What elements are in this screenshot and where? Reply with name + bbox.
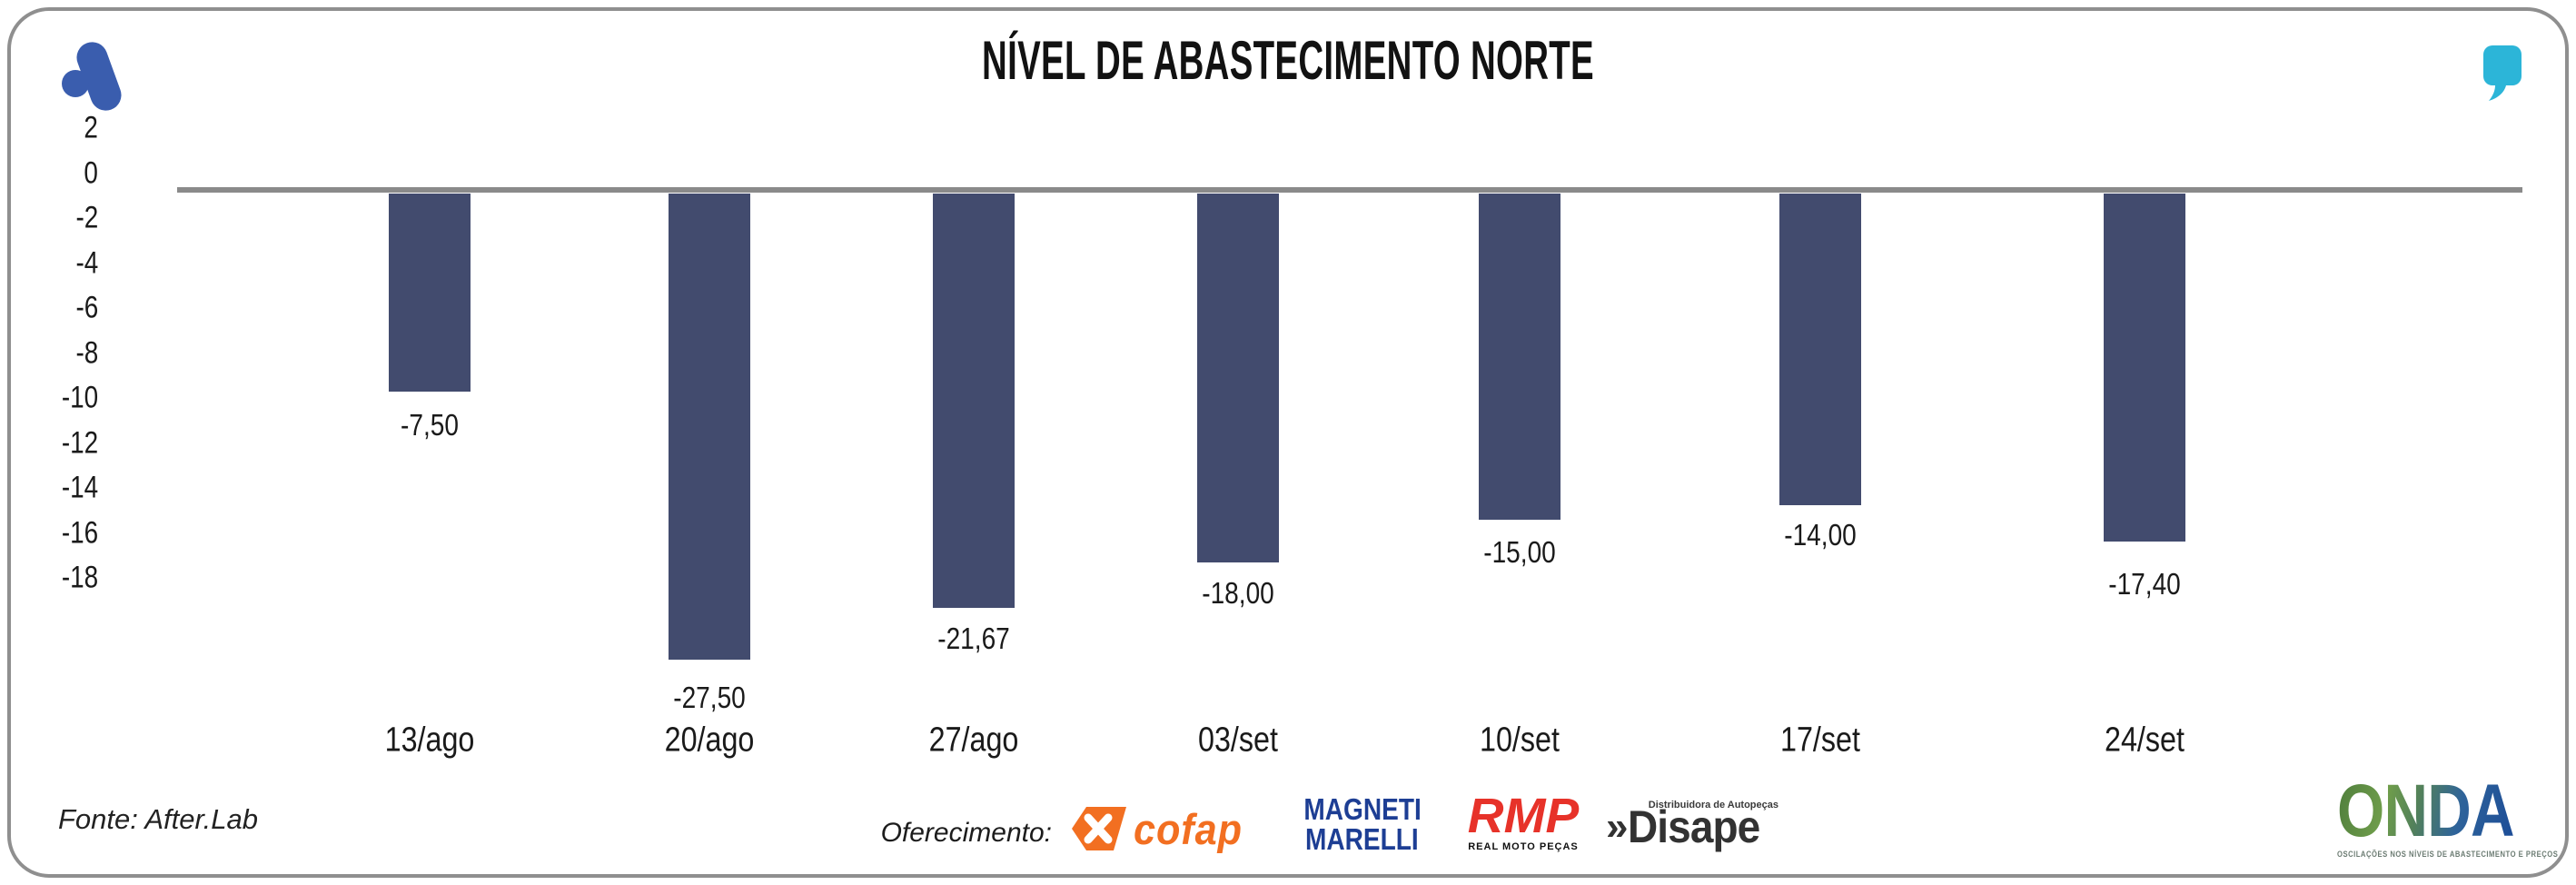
magneti-line1: MAGNETI xyxy=(1303,792,1422,826)
bar-17/set xyxy=(1779,194,1861,505)
x-axis-label: 27/ago xyxy=(928,721,1019,760)
x-axis-label: 24/set xyxy=(2104,721,2185,760)
x-axis-label: 13/ago xyxy=(384,721,475,760)
bar-24/set xyxy=(2104,194,2185,542)
cofap-logo: cofap xyxy=(1072,801,1252,856)
cofap-arrow-icon xyxy=(1072,807,1126,850)
y-axis-tick-label: -2 xyxy=(75,200,98,235)
y-axis-tick-label: -12 xyxy=(61,425,98,460)
bar-value-label: -14,00 xyxy=(1784,518,1857,552)
disape-chevrons-icon: » xyxy=(1606,804,1629,849)
source-note: Fonte: After.Lab xyxy=(58,803,258,835)
rmp-subtitle: REAL MOTO PEÇAS xyxy=(1468,841,1579,852)
y-axis-tick-label: -4 xyxy=(75,245,98,280)
bar-value-label: -18,00 xyxy=(1202,576,1274,610)
y-axis-tick-label: 0 xyxy=(84,155,98,190)
bar-value-label: -17,40 xyxy=(2108,567,2181,601)
y-axis-tick-label: -16 xyxy=(61,515,98,550)
x-axis-label: 10/set xyxy=(1479,721,1560,760)
disape-wordmark: Disape xyxy=(1628,801,1760,852)
bar-value-label: -7,50 xyxy=(401,408,459,442)
rmp-wordmark: RMP xyxy=(1467,789,1580,843)
onda-wordmark: ONDA xyxy=(2337,770,2515,852)
bar-value-label: -27,50 xyxy=(673,681,746,714)
y-axis-tick-label: -10 xyxy=(61,380,98,415)
bar-03/set xyxy=(1197,194,1279,562)
quote-icon xyxy=(2483,45,2522,101)
x-axis-label: 20/ago xyxy=(664,721,755,760)
y-axis-tick-label: -18 xyxy=(61,560,98,595)
afterlab-brand-icon xyxy=(56,37,126,115)
onda-tagline: OSCILAÇÕES NOS NÍVEIS DE ABASTECIMENTO E… xyxy=(2337,850,2559,859)
bar-value-label: -15,00 xyxy=(1483,535,1556,569)
y-axis-tick-label: -6 xyxy=(75,290,98,325)
bar-13/ago xyxy=(389,194,471,392)
rmp-logo: RMP REAL MOTO PEÇAS xyxy=(1455,789,1591,852)
cofap-wordmark: cofap xyxy=(1134,804,1243,853)
zero-baseline xyxy=(177,187,2522,193)
brand-logo-dot xyxy=(62,70,89,97)
bar-10/set xyxy=(1479,194,1560,520)
y-axis-tick-label: 2 xyxy=(84,110,98,145)
x-axis-label: 03/set xyxy=(1197,721,1279,760)
bar-20/ago xyxy=(669,194,750,660)
magneti-marelli-logo: MAGNETI MARELLI xyxy=(1293,794,1430,854)
bar-value-label: -21,67 xyxy=(937,621,1010,655)
disape-wordmark-row: »Disape xyxy=(1606,801,1771,852)
y-axis-tick-label: -8 xyxy=(75,335,98,370)
magneti-line2: MARELLI xyxy=(1304,822,1419,856)
chart-title: NÍVEL DE ABASTECIMENTO NORTE xyxy=(982,30,1594,91)
onda-logo: ONDA OSCILAÇÕES NOS NÍVEIS DE ABASTECIME… xyxy=(2337,770,2558,861)
disape-subtitle: Distribuidora de Autopeças xyxy=(1648,800,1778,810)
sponsor-label: Oferecimento: xyxy=(880,818,1052,848)
y-axis-tick-label: -14 xyxy=(61,470,98,505)
x-axis-label: 17/set xyxy=(1779,721,1861,760)
bar-27/ago xyxy=(933,194,1015,608)
